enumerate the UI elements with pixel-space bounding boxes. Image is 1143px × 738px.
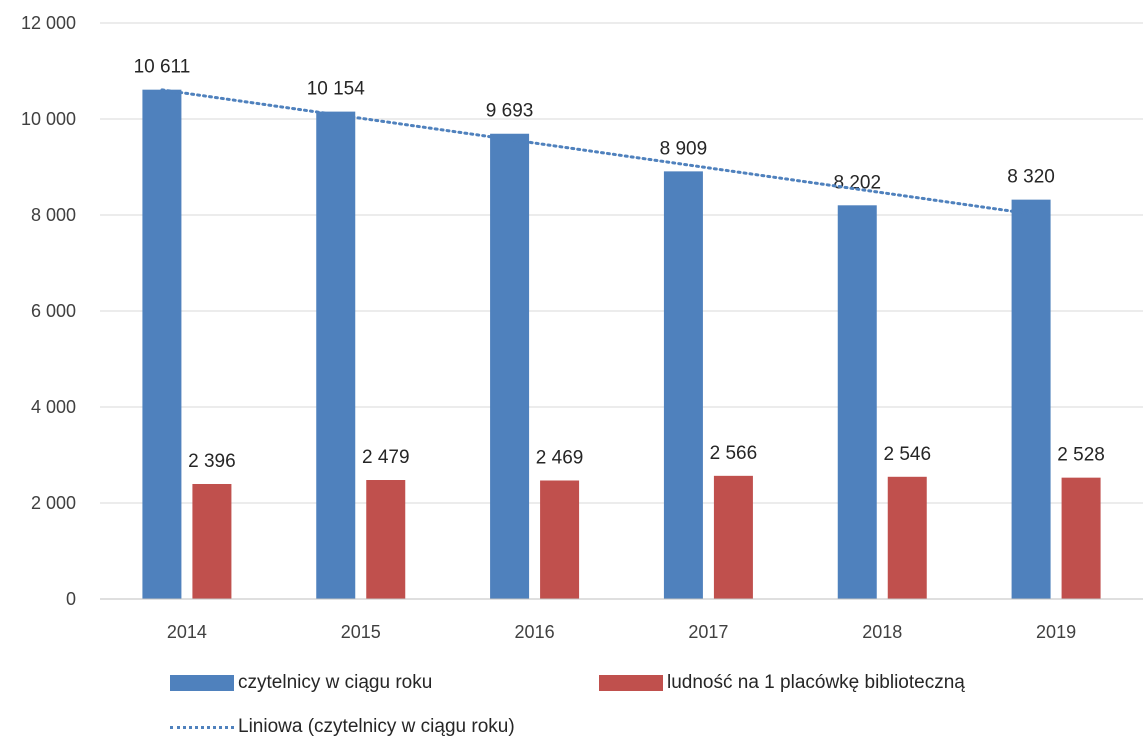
x-tick-label: 2019: [1036, 622, 1076, 642]
data-label-series-1: 10 611: [134, 57, 191, 78]
data-label-series-1: 9 693: [486, 101, 534, 122]
bar-series-1: [490, 133, 530, 599]
bar-series-1: [837, 205, 877, 599]
x-tick-label: 2014: [167, 622, 207, 642]
bar-series-2: [192, 483, 232, 599]
bar-series-2: [1061, 477, 1101, 599]
data-label-series-2: 2 528: [1057, 445, 1105, 466]
y-tick-label: 2 000: [31, 493, 76, 513]
y-tick-label: 0: [66, 589, 76, 609]
y-tick-label: 12 000: [21, 13, 76, 33]
data-label-series-2: 2 566: [710, 443, 758, 464]
x-tick-label: 2015: [341, 622, 381, 642]
y-tick-label: 6 000: [31, 301, 76, 321]
data-label-series-2: 2 396: [188, 451, 236, 472]
bar-series-2: [713, 475, 753, 599]
data-label-series-1: 8 320: [1007, 167, 1055, 188]
data-label-series-2: 2 479: [362, 447, 410, 468]
bar-series-1: [1011, 199, 1051, 599]
bar-series-2: [887, 476, 927, 599]
bar-series-2: [366, 480, 406, 599]
bar-series-1: [142, 89, 182, 599]
data-label-series-1: 10 154: [307, 79, 366, 100]
bar-series-1: [316, 111, 356, 599]
bar-series-1: [663, 171, 703, 600]
data-label-series-2: 2 469: [536, 447, 584, 468]
x-tick-label: 2017: [688, 622, 728, 642]
y-tick-label: 8 000: [31, 205, 76, 225]
trendline: [160, 88, 1033, 216]
x-tick-label: 2018: [862, 622, 902, 642]
bar-series-2: [540, 480, 580, 599]
data-label-series-2: 2 546: [883, 444, 931, 465]
y-tick-label: 10 000: [21, 109, 76, 129]
x-tick-label: 2016: [515, 622, 555, 642]
data-label-series-1: 8 909: [660, 138, 708, 159]
y-tick-label: 4 000: [31, 397, 76, 417]
